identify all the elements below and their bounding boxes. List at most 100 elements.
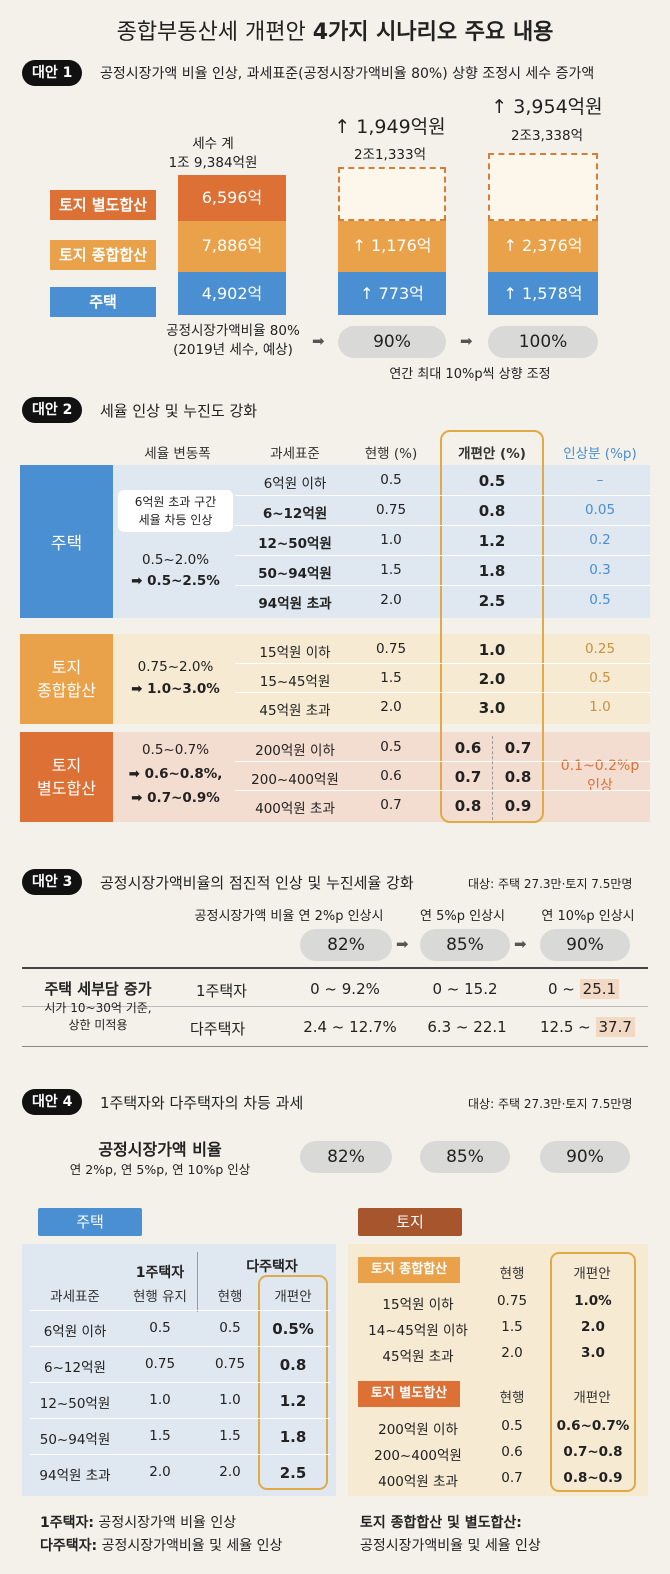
a4h-rule-1 — [30, 1346, 330, 1347]
alt4-ratio-label: 공정시장가액 비율 — [98, 1140, 222, 1159]
a4sep-cur-0: 0.5 — [501, 1418, 523, 1434]
range1: 0.5~2.0% — [141, 552, 210, 568]
bar3-top1: ↑ 3,954억원 — [491, 96, 603, 118]
hdr-range: 세율 변동폭 — [144, 446, 211, 462]
bar3-land-comb: ↑ 2,376억 — [488, 221, 598, 272]
alt4-col3: 개편안 — [274, 1289, 312, 1305]
a4h-base-0: 6억원 이하 — [43, 1324, 107, 1340]
sep-base-2: 400억원 초과 — [255, 801, 335, 817]
bar2-house: ↑ 773억 — [338, 271, 446, 315]
a4h-one-0: 0.5 — [149, 1320, 171, 1336]
alt3-row2-v2: 6.3 ~ 22.1 — [427, 1018, 507, 1036]
legend-house: 주택 — [50, 287, 156, 317]
name2: 종합합산 — [37, 681, 96, 700]
a4comb-base-1: 14~45억원 이하 — [368, 1323, 468, 1339]
house-rule-2 — [235, 555, 650, 556]
arrow-right-icon: ➡ — [312, 332, 325, 350]
alt4-house-tab: 주택 — [38, 1208, 142, 1236]
house-rule-0 — [235, 495, 650, 496]
hdr-increase: 인상분 (%p) — [563, 446, 637, 462]
alt4-h-one: 1주택자 — [135, 1265, 185, 1281]
b: 1주택자: — [40, 1515, 94, 1531]
sep-cur-0: 0.5 — [380, 739, 402, 755]
alt3-col3: 연 10%p 인상시 — [541, 909, 635, 924]
b: 다주택자: — [40, 1538, 98, 1554]
title-pre: 종합부동산세 개편안 — [116, 20, 313, 45]
alt3-title: 공정시장가액비율의 점진적 인상 및 누진세율 강화 — [100, 874, 414, 892]
note2: 인상 — [587, 778, 613, 794]
bar1-land-comb: 7,886억 — [178, 221, 286, 272]
hdr-current: 현행 (%) — [364, 446, 418, 462]
comb-cur-1: 1.5 — [380, 670, 402, 686]
t: 공정시장가액비율 및 세율 인상 — [97, 1538, 283, 1554]
house-base-0: 6억원 이하 — [263, 476, 327, 492]
new-col-highlight — [440, 430, 544, 823]
title-bold: 4가지 시나리오 주요 내용 — [312, 20, 554, 45]
foot-c-t: 공정시장가액비율 및 세율 인상 — [360, 1538, 541, 1554]
arrow-right-icon: ➡ — [514, 935, 527, 953]
house-cur-1: 0.75 — [375, 502, 407, 518]
alt4-land-tab: 토지 — [358, 1208, 462, 1236]
alt4-title: 1주택자와 다주택자의 차등 과세 — [100, 1094, 304, 1112]
a4sep-new-0: 0.6~0.7% — [556, 1418, 630, 1434]
a4h-rule-0 — [30, 1310, 330, 1311]
a4h-cur-4: 2.0 — [219, 1464, 241, 1480]
range3: ➡ 0.7~0.9% — [131, 790, 220, 806]
land-sep-block — [20, 732, 650, 822]
bar2-top1: ↑ 1,949억원 — [334, 116, 446, 138]
ratio-pill-100: 100% — [488, 326, 598, 358]
alt3-row2-name: 다주택자 — [190, 1020, 246, 1038]
alt3-target: 대상: 주택 27.3만·토지 7.5만명 — [468, 877, 633, 891]
a4h-rule-3 — [30, 1418, 330, 1419]
ratio-pill-90: 90% — [338, 326, 446, 358]
comb-base-0: 15억원 이하 — [259, 645, 331, 661]
alt3-pill-85: 85% — [420, 929, 510, 961]
a4h-base-1: 6~12억원 — [44, 1360, 106, 1376]
alt1-title: 공정시장가액 비율 인상, 과세표준(공정시장가액비율 80%) 상향 조정시 … — [100, 66, 595, 82]
land-sep-range: 0.5~0.7% ➡ 0.6~0.8%, ➡ 0.7~0.9% — [118, 738, 233, 810]
house-inc-4: 0.5 — [589, 592, 611, 608]
a4h-base-4: 94억원 초과 — [39, 1468, 111, 1484]
foot-b: 다주택자: 공정시장가액비율 및 세율 인상 — [40, 1535, 282, 1555]
a4h-new-0: 0.5% — [272, 1320, 314, 1338]
alt3-row1-v2: 0 ~ 15.2 — [432, 980, 498, 998]
alt3-row1-v3: 0 ~ 25.1 — [548, 979, 620, 999]
land-sep-label: 토지 별도합산 — [20, 732, 113, 822]
sep-newB-2: 0.9 — [504, 797, 532, 815]
bar3-top2: 2조3,338억 — [510, 128, 584, 144]
house-base-1: 6~12억원 — [262, 506, 328, 522]
alt4-col1: 현행 유지 — [133, 1289, 187, 1305]
a4h-new-3: 1.8 — [279, 1428, 307, 1446]
pre: 0 ~ — [548, 980, 580, 998]
a4h-new-1: 0.8 — [279, 1356, 307, 1374]
bar1-land-sep: 6,596억 — [178, 175, 286, 222]
alt4-h-multi: 다주택자 — [246, 1259, 298, 1275]
sep-rule-0 — [235, 761, 650, 762]
comb-inc-1: 0.5 — [589, 670, 611, 686]
bar1-house: 4,902억 — [178, 271, 286, 315]
alt3-label1: 주택 세부담 증가 — [44, 980, 152, 998]
alt4-pill-85: 85% — [420, 1141, 510, 1173]
sep-cur-1: 0.6 — [380, 768, 402, 784]
a4h-cur-3: 1.5 — [219, 1428, 241, 1444]
hdr-base: 과세표준 — [270, 446, 320, 462]
sep-rule-1 — [235, 790, 650, 791]
pre: 12.5 ~ — [540, 1018, 596, 1036]
a4comb-new-2: 3.0 — [581, 1345, 605, 1361]
bar2-top2: 2조1,333억 — [353, 147, 427, 163]
comb-base-1: 15~45억원 — [259, 674, 331, 690]
house-label: 주택 — [20, 465, 113, 618]
house-cur-4: 2.0 — [380, 592, 402, 608]
alt2-title: 세율 인상 및 누진도 강화 — [100, 402, 258, 420]
label2: 시가 10~30억 기준, — [44, 1001, 152, 1015]
alt4-pill-82: 82% — [300, 1141, 392, 1173]
alt3-row2-v3: 12.5 ~ 37.7 — [540, 1017, 635, 1037]
foot-a: 1주택자: 공정시장가액 비율 인상 — [40, 1512, 236, 1532]
a4h-rule-2 — [30, 1382, 330, 1383]
alt4-col0: 과세표준 — [50, 1289, 100, 1305]
alt4-land-highlight — [550, 1252, 636, 1492]
comb-new-0: 1.0 — [478, 641, 506, 659]
bar3-dashed — [488, 153, 598, 222]
name1: 토지 — [51, 756, 82, 775]
comb-inc-2: 1.0 — [589, 699, 611, 715]
